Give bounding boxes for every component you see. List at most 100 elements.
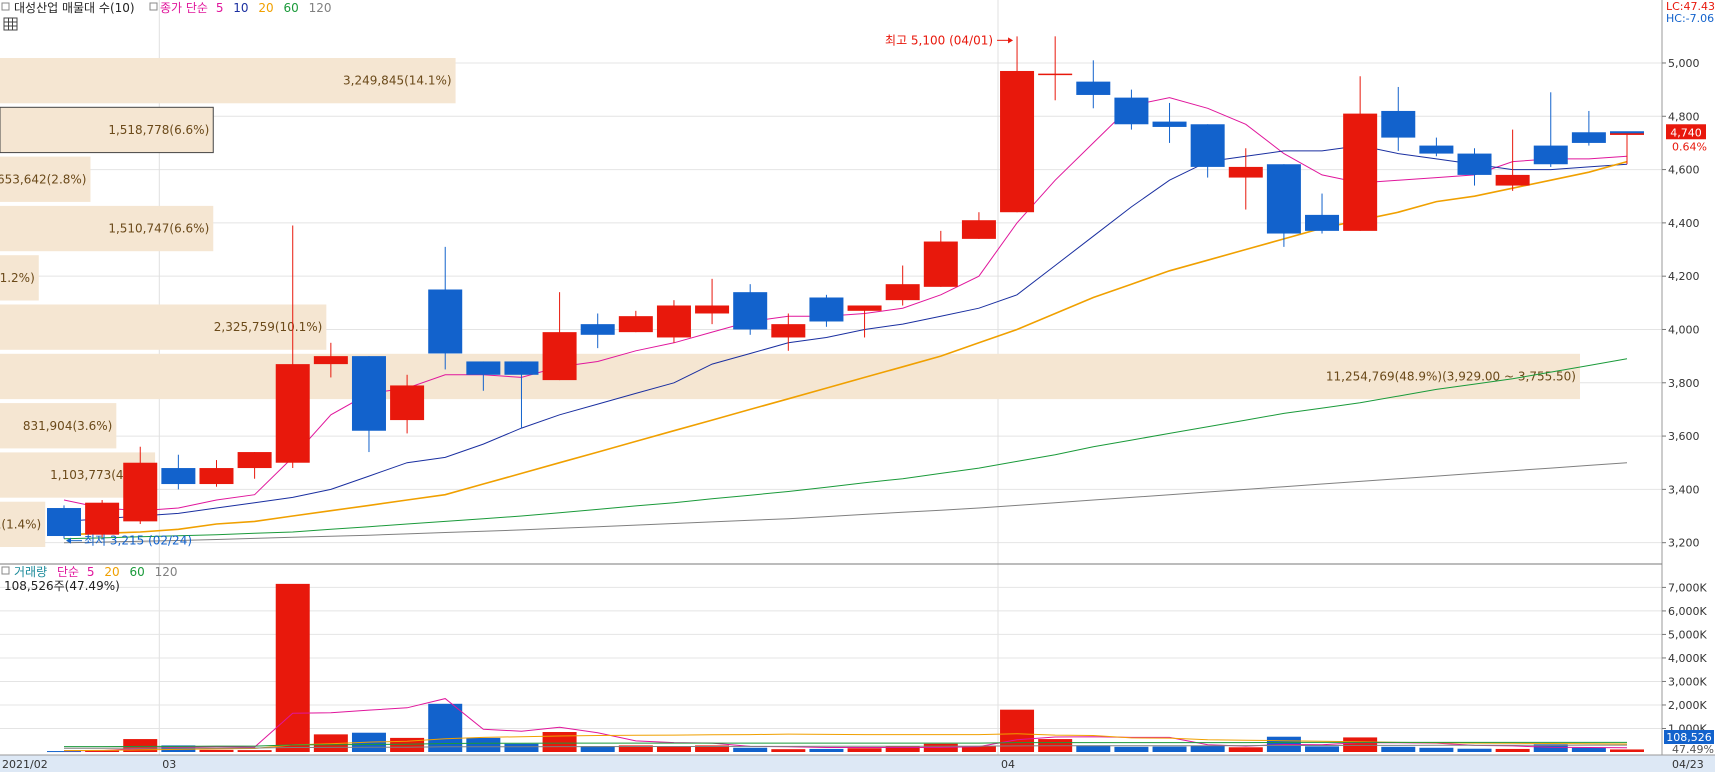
price-y-tick-label: 5,000 bbox=[1668, 57, 1700, 70]
candle-body[interactable] bbox=[504, 361, 539, 375]
candle-body[interactable] bbox=[390, 385, 425, 421]
volume-panel-title: 거래량 bbox=[14, 565, 47, 579]
volume-panel-toggle-icon[interactable] bbox=[1, 566, 10, 575]
volume-bar[interactable] bbox=[809, 748, 844, 752]
volume-bar[interactable] bbox=[847, 748, 882, 752]
price-y-tick-label: 3,800 bbox=[1668, 377, 1700, 390]
candle-body[interactable] bbox=[1076, 81, 1111, 95]
candle-body[interactable] bbox=[1381, 110, 1416, 138]
volume-bar[interactable] bbox=[85, 750, 120, 752]
candle-body[interactable] bbox=[199, 468, 234, 485]
volume-bar[interactable] bbox=[961, 746, 996, 752]
volume-bar[interactable] bbox=[771, 749, 806, 752]
candle-body[interactable] bbox=[1000, 70, 1035, 213]
volume-bar[interactable] bbox=[161, 745, 196, 752]
candle-body[interactable] bbox=[1495, 174, 1530, 186]
price-panel-title[interactable]: 대성산업 매물대 수(10) bbox=[14, 1, 135, 15]
candle-body[interactable] bbox=[1305, 214, 1340, 231]
volume-bar[interactable] bbox=[1076, 745, 1111, 752]
table-icon[interactable] bbox=[3, 17, 18, 31]
ma-legend-period-120: 120 bbox=[309, 1, 332, 15]
candle-body[interactable] bbox=[313, 356, 348, 365]
price-y-axis: 3,200 3,400 3,600 3,800 4,000 4,200 4,400 4,600… bbox=[1662, 57, 1700, 550]
volume-bar[interactable] bbox=[1152, 746, 1187, 752]
volume-bar[interactable] bbox=[618, 745, 653, 752]
volume-y-tick-label: 7,000K bbox=[1668, 581, 1707, 594]
volume-bar[interactable] bbox=[275, 583, 310, 752]
volume-bar[interactable] bbox=[1381, 746, 1416, 752]
volume-readout: 108,526주(47.49%) bbox=[4, 579, 120, 593]
candle-body[interactable] bbox=[1152, 121, 1187, 127]
price-y-tick-label: 4,200 bbox=[1668, 270, 1700, 283]
candle-body[interactable] bbox=[923, 241, 958, 287]
price-panel-toggle-icon[interactable] bbox=[1, 2, 10, 11]
candle-body[interactable] bbox=[466, 361, 501, 375]
volume-bar[interactable] bbox=[1305, 746, 1340, 752]
candle-body[interactable] bbox=[847, 305, 882, 311]
candle-body[interactable] bbox=[237, 452, 272, 469]
candle-body[interactable] bbox=[1190, 124, 1225, 167]
candle-body[interactable] bbox=[656, 305, 691, 338]
candle-body[interactable] bbox=[161, 468, 196, 485]
volume-bar[interactable] bbox=[656, 746, 691, 752]
candle-body[interactable] bbox=[1266, 164, 1301, 234]
volume-bar[interactable] bbox=[1419, 747, 1454, 752]
volume-bar[interactable] bbox=[1114, 746, 1149, 752]
candle-body[interactable] bbox=[428, 289, 463, 354]
candle-body[interactable] bbox=[733, 292, 768, 330]
candle-body[interactable] bbox=[85, 502, 120, 535]
candles[interactable] bbox=[47, 36, 1644, 539]
volume-profile-label: 653,642(2.8%) bbox=[0, 172, 86, 186]
volume-bar[interactable] bbox=[1000, 709, 1035, 752]
volume-bar[interactable] bbox=[1495, 748, 1530, 752]
volume-bar[interactable] bbox=[733, 747, 768, 752]
volume-y-tick-label: 5,000K bbox=[1668, 628, 1707, 641]
volume-ma-period-5: 5 bbox=[87, 565, 95, 579]
candle-body[interactable] bbox=[771, 324, 806, 338]
candle-body[interactable] bbox=[275, 364, 310, 463]
volume-bar[interactable] bbox=[466, 737, 501, 752]
candle-body[interactable] bbox=[351, 356, 386, 431]
ma-legend-toggle-icon[interactable] bbox=[149, 2, 158, 11]
candle-body[interactable] bbox=[47, 508, 81, 537]
volume-y-axis: 1,000K2,000K3,000K4,000K5,000K6,000K7,00… bbox=[1662, 581, 1707, 735]
volume-bar[interactable] bbox=[199, 749, 234, 752]
candle-body[interactable] bbox=[542, 332, 577, 381]
volume-bar[interactable] bbox=[504, 743, 539, 752]
volume-profile-label: 11,254,769(48.9%)(3,929.00 ~ 3,755.50) bbox=[1326, 369, 1576, 383]
volume-bar[interactable] bbox=[885, 746, 920, 752]
candle-body[interactable] bbox=[1457, 153, 1492, 175]
volume-ma-period-120: 120 bbox=[155, 565, 178, 579]
volume-bar[interactable] bbox=[1533, 744, 1568, 752]
candle-body[interactable] bbox=[1419, 145, 1454, 154]
candle-body[interactable] bbox=[580, 324, 615, 335]
candle-body[interactable] bbox=[885, 284, 920, 301]
candle-body[interactable] bbox=[1038, 73, 1073, 76]
candle-body[interactable] bbox=[123, 462, 158, 522]
candle-body[interactable] bbox=[695, 305, 730, 314]
candle-body[interactable] bbox=[1571, 132, 1606, 143]
volume-bar[interactable] bbox=[695, 745, 730, 752]
candle-body[interactable] bbox=[961, 220, 996, 239]
volume-bar[interactable] bbox=[1343, 737, 1378, 752]
volume-bar[interactable] bbox=[1190, 745, 1225, 752]
candle-body[interactable] bbox=[618, 316, 653, 333]
candle-body[interactable] bbox=[809, 297, 844, 322]
ma-legend-period-20: 20 bbox=[258, 1, 273, 15]
volume-bar[interactable] bbox=[237, 750, 272, 752]
candle-body[interactable] bbox=[1343, 113, 1378, 231]
volume-bar[interactable] bbox=[47, 751, 81, 753]
candle-body[interactable] bbox=[1114, 97, 1149, 125]
price-y-tick-label: 3,200 bbox=[1668, 537, 1700, 550]
volume-bar[interactable] bbox=[1610, 749, 1644, 752]
volume-bar[interactable] bbox=[542, 732, 577, 752]
volume-bar[interactable] bbox=[1457, 748, 1492, 752]
volume-bar[interactable] bbox=[580, 746, 615, 752]
volume-bar[interactable] bbox=[1228, 747, 1263, 752]
candle-body[interactable] bbox=[1533, 145, 1568, 165]
candle-body[interactable] bbox=[1610, 132, 1644, 135]
candle-body[interactable] bbox=[1228, 166, 1263, 178]
volume-bar[interactable] bbox=[1571, 747, 1606, 752]
volume-bar[interactable] bbox=[428, 703, 463, 752]
